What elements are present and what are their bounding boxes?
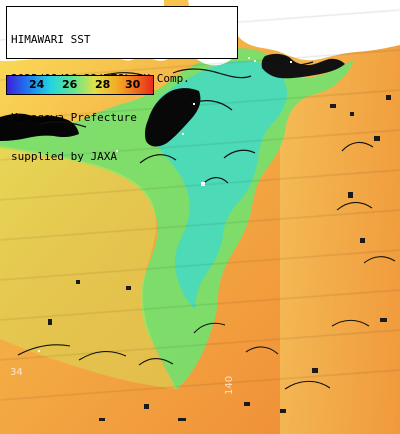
map-region: Kanagawa Prefecture xyxy=(11,111,137,124)
legend-label-24: 24 xyxy=(29,78,45,91)
legend-label-28: 28 xyxy=(95,78,111,91)
northeast-land xyxy=(233,0,400,61)
black-cloud-mask-coast xyxy=(144,88,201,147)
longitude-grid-label: 140 xyxy=(224,375,235,395)
map-info-box: HIMAWARI SST 2025/08/16 23(UTC) 3H Comp.… xyxy=(6,6,238,163)
legend-label-26: 26 xyxy=(62,78,78,91)
legend-label-30: 30 xyxy=(125,78,141,91)
northern-contour-lines xyxy=(39,61,314,186)
black-cloud-mask-east xyxy=(261,53,345,79)
black-cloud-mask-west xyxy=(0,113,79,141)
green-cool-water-region xyxy=(0,48,354,391)
yellow-transition-region xyxy=(0,146,177,389)
map-title: HIMAWARI SST xyxy=(11,33,91,46)
latitude-grid-label: 34 xyxy=(10,367,23,378)
map-credit: supplied by JAXA xyxy=(11,150,117,163)
eastern-warm-field xyxy=(280,40,400,434)
southern-contour-lines xyxy=(17,142,396,390)
temperature-legend: 24 26 28 30 xyxy=(6,75,154,95)
